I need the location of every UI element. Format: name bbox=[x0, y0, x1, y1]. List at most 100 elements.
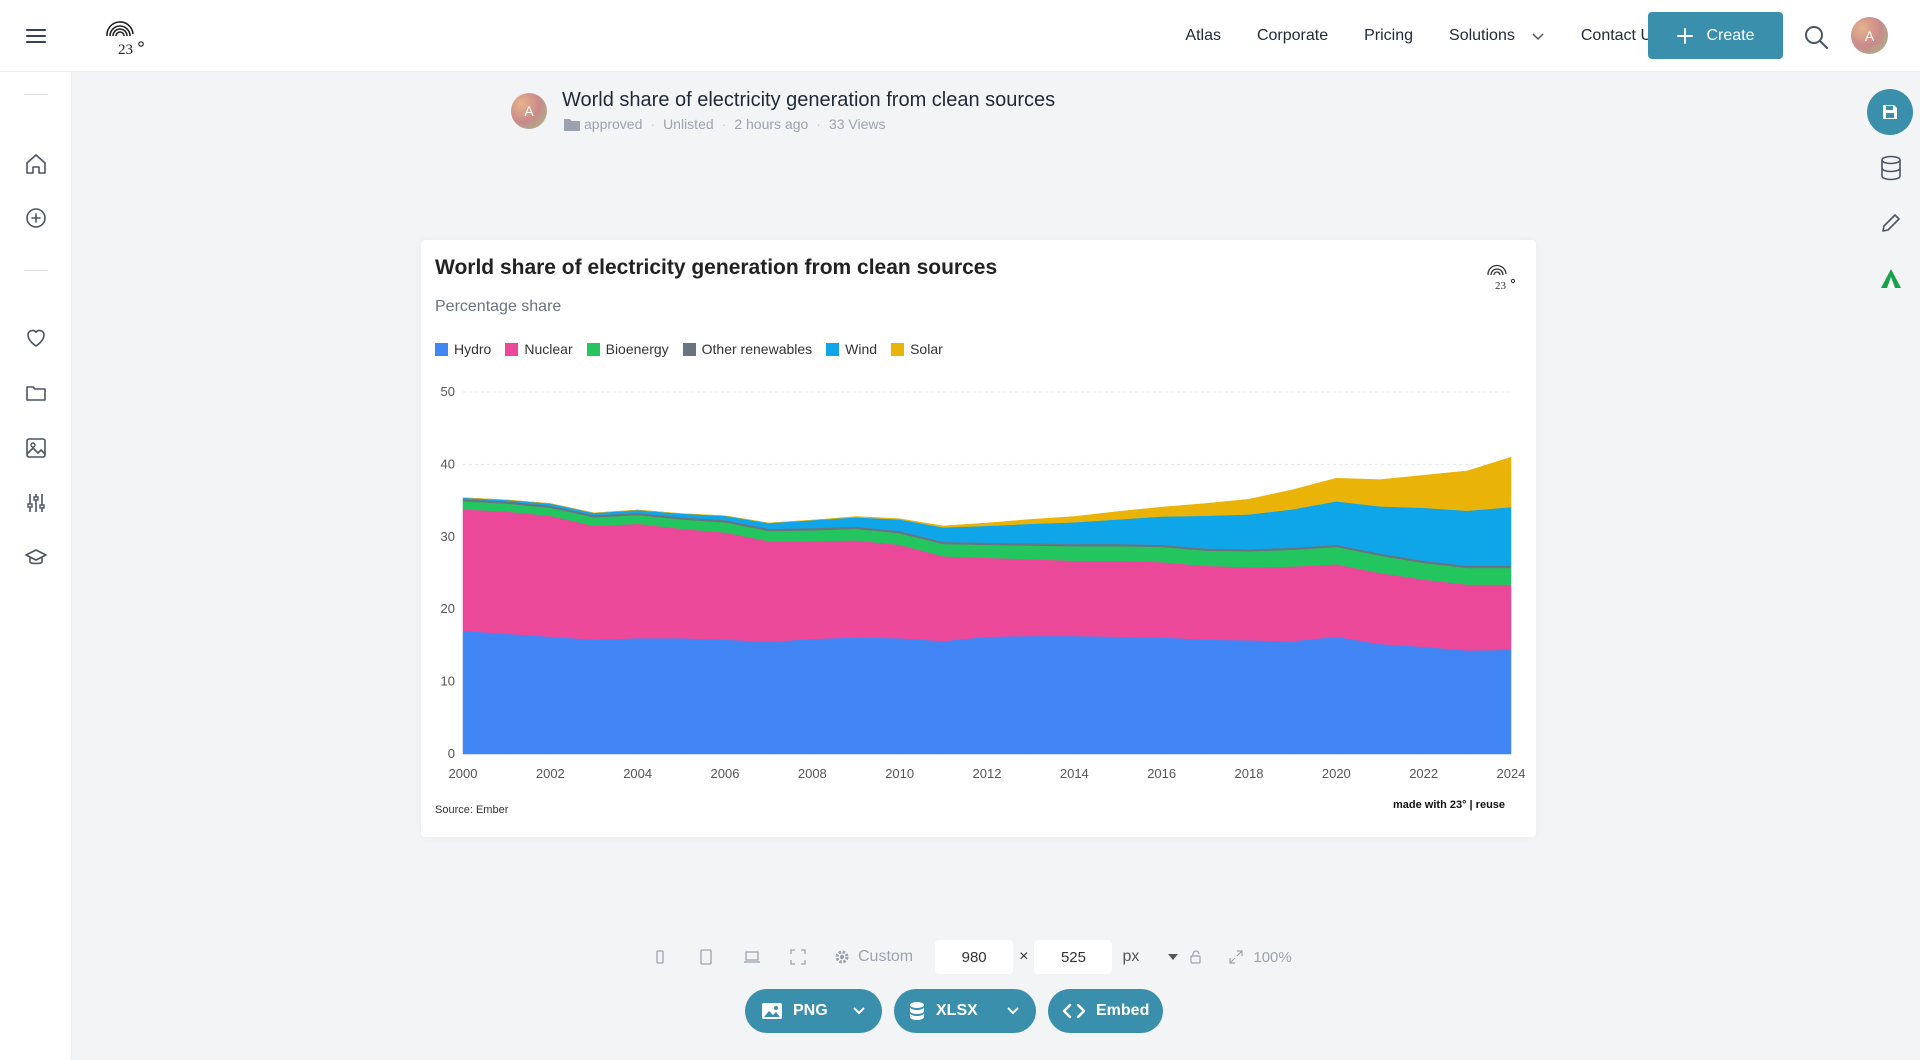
png-export-main[interactable]: PNG bbox=[745, 1001, 828, 1021]
main-nav: Atlas Corporate Pricing Solutions Contac… bbox=[1185, 0, 1660, 72]
card-brand-logo-icon: 23 bbox=[1487, 264, 1516, 292]
xlsx-export-main[interactable]: XLSX bbox=[894, 1001, 978, 1021]
save-button[interactable] bbox=[1867, 89, 1913, 135]
page-title: World share of electricity generation fr… bbox=[562, 89, 1056, 111]
x-tick-label: 2008 bbox=[798, 766, 827, 781]
database-icon bbox=[910, 1002, 924, 1020]
owner-avatar-initial: A bbox=[524, 103, 534, 119]
x-tick-label: 2012 bbox=[973, 766, 1002, 781]
search-icon[interactable] bbox=[1803, 24, 1829, 50]
nav-pricing[interactable]: Pricing bbox=[1364, 27, 1414, 44]
x-tick-label: 2000 bbox=[449, 766, 478, 781]
sidebar-divider bbox=[24, 270, 48, 271]
resize-icon[interactable] bbox=[1229, 950, 1243, 964]
size-toolbar: Custom × px 100% bbox=[650, 940, 1292, 974]
stacked-area-chart: 0 10 20 30 40 50 2000 2002 2004 2006 2008 2010 2012 2… bbox=[441, 384, 1526, 781]
fullscreen-size-button[interactable] bbox=[788, 947, 808, 967]
home-icon[interactable] bbox=[24, 152, 48, 176]
legend-item-other-renewables[interactable]: Other renewables bbox=[682, 341, 813, 357]
nav-contact-us[interactable]: Contact Us bbox=[1580, 27, 1660, 44]
view-count: 33 Views bbox=[828, 116, 886, 132]
chevron-down-icon[interactable] bbox=[1531, 29, 1545, 43]
legend-item-hydro[interactable]: Hydro bbox=[435, 341, 491, 357]
heart-icon[interactable] bbox=[24, 326, 48, 350]
modified-time: 2 hours ago bbox=[734, 116, 809, 132]
height-input[interactable] bbox=[1034, 940, 1113, 974]
save-icon bbox=[1883, 105, 1897, 119]
data-button[interactable] bbox=[1876, 153, 1906, 183]
image-icon[interactable] bbox=[24, 436, 48, 460]
y-tick-label: 20 bbox=[441, 601, 455, 616]
zoom-level[interactable]: 100% bbox=[1253, 948, 1292, 966]
y-tick-label: 30 bbox=[441, 529, 455, 544]
legend-item-bioenergy[interactable]: Bioenergy bbox=[586, 341, 669, 357]
legend-swatch bbox=[826, 342, 840, 356]
legend-item-solar[interactable]: Solar bbox=[891, 341, 943, 357]
y-tick-label: 10 bbox=[441, 674, 455, 689]
caret-down-icon[interactable] bbox=[1167, 952, 1179, 962]
user-avatar[interactable]: A bbox=[1851, 17, 1888, 54]
separator-dot: · bbox=[721, 116, 727, 132]
svg-text:23: 23 bbox=[1495, 280, 1507, 292]
legend-label: Solar bbox=[910, 341, 943, 357]
tablet-size-button[interactable] bbox=[696, 947, 716, 967]
chart-legend: Hydro Nuclear Bioenergy Other renewables… bbox=[435, 341, 943, 357]
left-sidebar bbox=[0, 72, 72, 1060]
chart-title: World share of electricity generation fr… bbox=[435, 256, 998, 279]
size-preset-label: Custom bbox=[858, 948, 914, 965]
xlsx-export-label: XLSX bbox=[936, 1002, 978, 1019]
gear-icon bbox=[835, 950, 849, 964]
legend-swatch bbox=[682, 342, 696, 356]
chevron-down-icon[interactable] bbox=[1006, 1005, 1020, 1017]
nav-atlas[interactable]: Atlas bbox=[1185, 27, 1221, 44]
folder-icon[interactable] bbox=[24, 381, 48, 405]
nav-corporate[interactable]: Corporate bbox=[1256, 27, 1329, 44]
unit-select[interactable]: px bbox=[1122, 948, 1140, 965]
user-avatar-initial: A bbox=[1864, 27, 1875, 44]
graduation-cap-icon[interactable] bbox=[24, 546, 48, 570]
embed-main[interactable]: Embed bbox=[1048, 1002, 1149, 1020]
nav-solutions[interactable]: Solutions bbox=[1449, 27, 1545, 45]
legend-swatch bbox=[435, 342, 448, 356]
sliders-icon[interactable] bbox=[24, 491, 48, 515]
width-input[interactable] bbox=[935, 940, 1014, 974]
png-export-button[interactable]: PNG bbox=[745, 989, 882, 1033]
chart-source: Source: Ember bbox=[435, 804, 509, 816]
x-tick-label: 2018 bbox=[1235, 766, 1264, 781]
publish-button[interactable] bbox=[1876, 264, 1906, 294]
chevron-down-icon[interactable] bbox=[852, 1005, 866, 1017]
xlsx-export-button[interactable]: XLSX bbox=[894, 989, 1036, 1033]
legend-label: Other renewables bbox=[701, 341, 813, 357]
pencil-icon bbox=[1882, 214, 1900, 232]
x-tick-label: 2006 bbox=[711, 766, 740, 781]
edit-button[interactable] bbox=[1876, 208, 1906, 238]
legend-item-wind[interactable]: Wind bbox=[826, 341, 877, 357]
legend-item-nuclear[interactable]: Nuclear bbox=[505, 341, 573, 357]
menu-icon[interactable] bbox=[24, 24, 48, 48]
laptop-size-button[interactable] bbox=[742, 947, 762, 967]
image-icon bbox=[762, 1003, 782, 1019]
embed-label: Embed bbox=[1096, 1002, 1150, 1019]
size-preset-select[interactable]: Custom bbox=[834, 948, 913, 966]
laptop-icon bbox=[744, 951, 760, 963]
folder-name[interactable]: approved bbox=[584, 116, 643, 132]
separator-dot: · bbox=[650, 116, 656, 132]
brand-logo-icon[interactable]: 23 bbox=[98, 12, 150, 60]
legend-label: Wind bbox=[845, 341, 878, 357]
lock-icon[interactable] bbox=[1189, 950, 1203, 964]
y-tick-label: 0 bbox=[448, 746, 455, 761]
create-button[interactable]: Create bbox=[1648, 12, 1783, 59]
made-with-credit[interactable]: made with 23° | reuse bbox=[1393, 799, 1506, 811]
tablet-icon bbox=[700, 949, 712, 965]
x-tick-label: 2022 bbox=[1409, 766, 1438, 781]
nav-solutions-label[interactable]: Solutions bbox=[1449, 27, 1515, 44]
embed-button[interactable]: Embed bbox=[1048, 989, 1163, 1033]
x-tick-label: 2014 bbox=[1060, 766, 1089, 781]
add-circle-icon[interactable] bbox=[24, 206, 48, 230]
x-tick-label: 2004 bbox=[623, 766, 652, 781]
owner-avatar[interactable]: A bbox=[511, 93, 547, 129]
times-symbol: × bbox=[1019, 948, 1029, 965]
code-icon bbox=[1062, 1003, 1086, 1019]
phone-size-button[interactable] bbox=[650, 947, 670, 967]
separator-dot: · bbox=[816, 116, 821, 132]
